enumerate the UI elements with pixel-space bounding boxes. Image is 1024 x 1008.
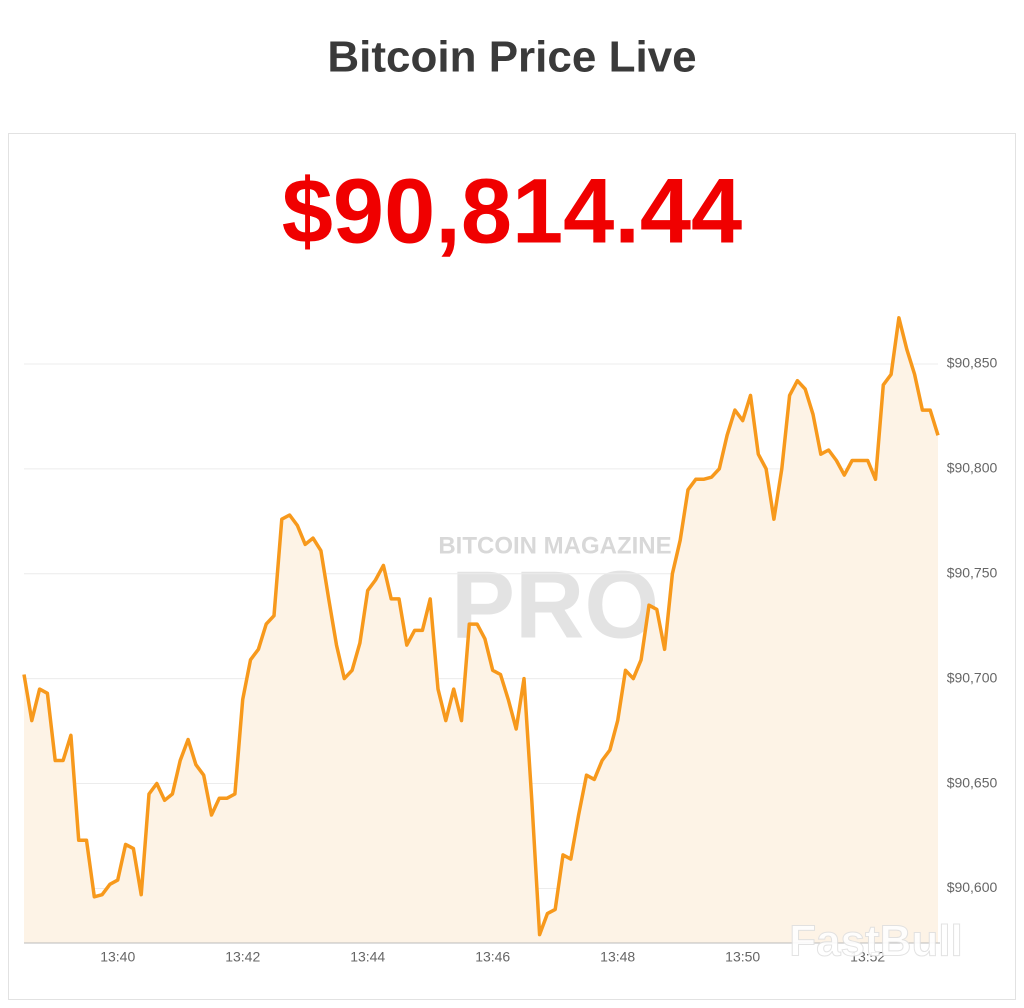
watermark-text: BITCOIN MAGAZINE <box>438 532 671 559</box>
watermark-brand: FastBull <box>789 917 963 966</box>
y-tick-label: $90,850 <box>947 355 998 371</box>
price-line <box>22 316 940 937</box>
x-tick-label: 13:44 <box>350 949 385 965</box>
price-area <box>24 317 938 943</box>
y-tick-label: $90,800 <box>947 460 998 476</box>
y-tick-label: $90,700 <box>947 669 998 685</box>
y-tick-label: $90,600 <box>947 879 998 895</box>
page-title: Bitcoin Price Live <box>327 33 696 82</box>
live-price: $90,814.44 <box>282 160 742 262</box>
y-tick-label: $90,650 <box>947 774 998 790</box>
x-tick-label: 13:42 <box>225 949 260 965</box>
x-tick-label: 13:50 <box>725 949 760 965</box>
x-tick-label: 13:48 <box>600 949 635 965</box>
x-tick-label: 13:52 <box>850 949 885 965</box>
x-tick-label: 13:40 <box>100 949 135 965</box>
x-tick-label: 13:46 <box>475 949 510 965</box>
y-tick-label: $90,750 <box>947 564 998 580</box>
